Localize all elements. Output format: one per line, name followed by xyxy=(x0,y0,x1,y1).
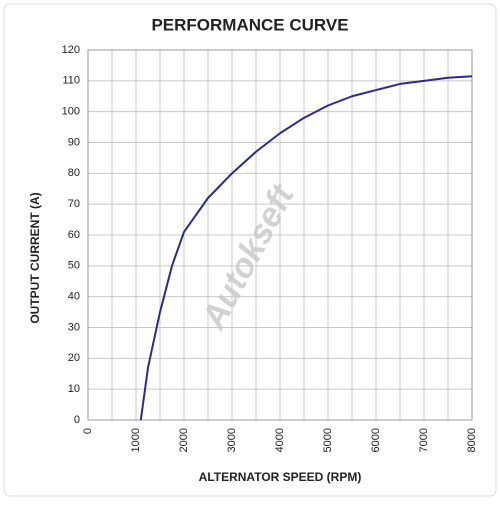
y-tick-label: 70 xyxy=(68,198,80,210)
x-tick-label: 3000 xyxy=(226,428,238,452)
y-tick-label: 20 xyxy=(68,352,80,364)
y-tick-label: 30 xyxy=(68,321,80,333)
x-tick-label: 2000 xyxy=(178,428,190,452)
y-tick-label: 90 xyxy=(68,136,80,148)
x-tick-label: 0 xyxy=(82,428,94,434)
y-tick-label: 110 xyxy=(62,75,80,87)
x-tick-label: 6000 xyxy=(370,428,382,452)
x-tick-label: 1000 xyxy=(130,428,142,452)
x-axis-label: ALTERNATOR SPEED (RPM) xyxy=(199,470,362,484)
y-tick-label: 10 xyxy=(68,383,80,395)
y-tick-label: 50 xyxy=(68,260,80,272)
chart-frame xyxy=(3,3,497,497)
y-tick-label: 0 xyxy=(74,414,80,426)
y-tick-label: 40 xyxy=(68,291,80,303)
y-tick-label: 100 xyxy=(62,106,80,118)
y-axis-label: OUTPUT CURRENT (A) xyxy=(28,192,42,323)
x-tick-label: 5000 xyxy=(322,428,334,452)
y-tick-label: 80 xyxy=(68,167,80,179)
y-tick-label: 60 xyxy=(68,229,80,241)
x-tick-label: 8000 xyxy=(466,428,478,452)
plot-border xyxy=(87,49,473,421)
chart-title: PERFORMANCE CURVE xyxy=(151,15,348,34)
data-line xyxy=(139,75,473,421)
y-tick-label: 120 xyxy=(62,44,80,56)
x-tick-label: 7000 xyxy=(418,428,430,452)
x-tick-label: 4000 xyxy=(274,428,286,452)
